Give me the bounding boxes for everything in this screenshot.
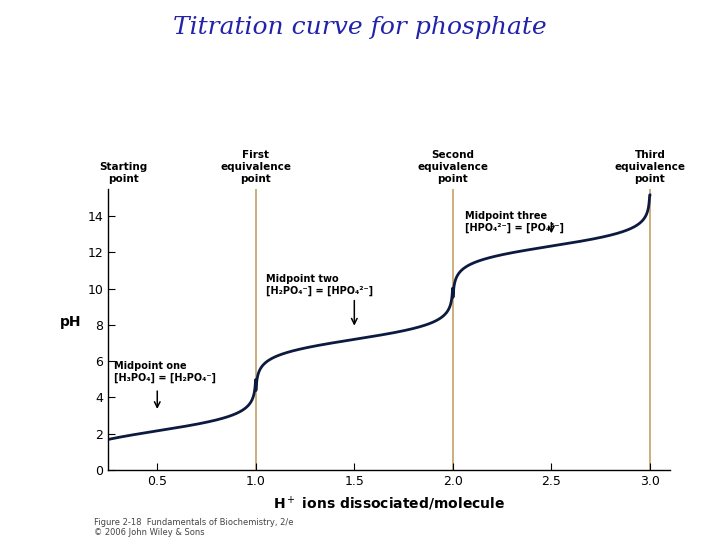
Text: Third
equivalence
point: Third equivalence point xyxy=(614,151,685,184)
Text: Starting
point: Starting point xyxy=(99,162,148,184)
Y-axis label: pH: pH xyxy=(60,315,81,329)
Text: Titration curve for phosphate: Titration curve for phosphate xyxy=(174,16,546,39)
Text: Second
equivalence
point: Second equivalence point xyxy=(418,151,488,184)
Text: Figure 2-18  Fundamentals of Biochemistry, 2/e
© 2006 John Wiley & Sons: Figure 2-18 Fundamentals of Biochemistry… xyxy=(94,518,293,537)
Text: First
equivalence
point: First equivalence point xyxy=(220,151,292,184)
Text: Midpoint one
[H₃PO₄] = [H₂PO₄⁻]: Midpoint one [H₃PO₄] = [H₂PO₄⁻] xyxy=(114,361,216,383)
X-axis label: H$^+$ ions dissociated/molecule: H$^+$ ions dissociated/molecule xyxy=(273,495,505,513)
Text: Midpoint two
[H₂PO₄⁻] = [HPO₄²⁻]: Midpoint two [H₂PO₄⁻] = [HPO₄²⁻] xyxy=(266,274,373,296)
Text: Midpoint three
[HPO₄²⁻] = [PO₄³⁻]: Midpoint three [HPO₄²⁻] = [PO₄³⁻] xyxy=(464,211,564,233)
